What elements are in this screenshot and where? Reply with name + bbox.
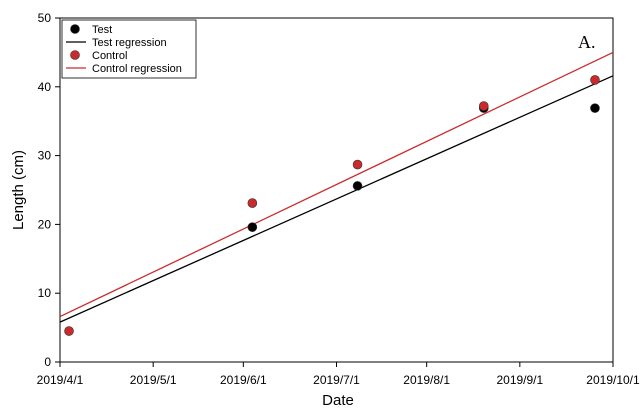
y-tick-label: 40 bbox=[38, 80, 52, 94]
test-point bbox=[247, 222, 258, 232]
x-tick-label: 2019/10/1 bbox=[586, 373, 640, 387]
x-tick-label: 2019/7/1 bbox=[313, 373, 360, 387]
legend-marker-test bbox=[70, 24, 80, 34]
y-tick-label: 30 bbox=[38, 149, 52, 163]
x-axis-label: Date bbox=[322, 392, 354, 409]
x-tick-label: 2019/9/1 bbox=[496, 373, 543, 387]
y-tick-label: 50 bbox=[38, 11, 52, 25]
x-tick-label: 2019/6/1 bbox=[220, 373, 267, 387]
control-point bbox=[478, 101, 489, 111]
test-point bbox=[352, 181, 363, 191]
legend-label-control: Control bbox=[92, 50, 127, 62]
test-regression-line bbox=[59, 75, 614, 323]
control-regression-line bbox=[59, 51, 614, 318]
x-tick-label: 2019/4/1 bbox=[37, 373, 84, 387]
control-point bbox=[64, 326, 74, 336]
legend-label-control-regression: Control regression bbox=[92, 63, 182, 75]
legend-marker-control bbox=[70, 50, 80, 60]
legend-label-test-regression: Test regression bbox=[92, 37, 167, 49]
panel-annotation: A. bbox=[578, 32, 596, 52]
x-tick-label: 2019/5/1 bbox=[130, 373, 177, 387]
y-tick-label: 10 bbox=[38, 286, 52, 300]
x-tick-label: 2019/8/1 bbox=[403, 373, 450, 387]
control-point bbox=[590, 75, 600, 85]
control-point bbox=[247, 198, 258, 208]
control-point bbox=[352, 159, 363, 170]
test-point bbox=[590, 103, 600, 113]
y-tick-label: 0 bbox=[44, 355, 51, 369]
y-axis-label: Length (cm) bbox=[10, 150, 27, 230]
y-tick-label: 20 bbox=[38, 217, 52, 231]
legend-label-test: Test bbox=[92, 24, 112, 36]
